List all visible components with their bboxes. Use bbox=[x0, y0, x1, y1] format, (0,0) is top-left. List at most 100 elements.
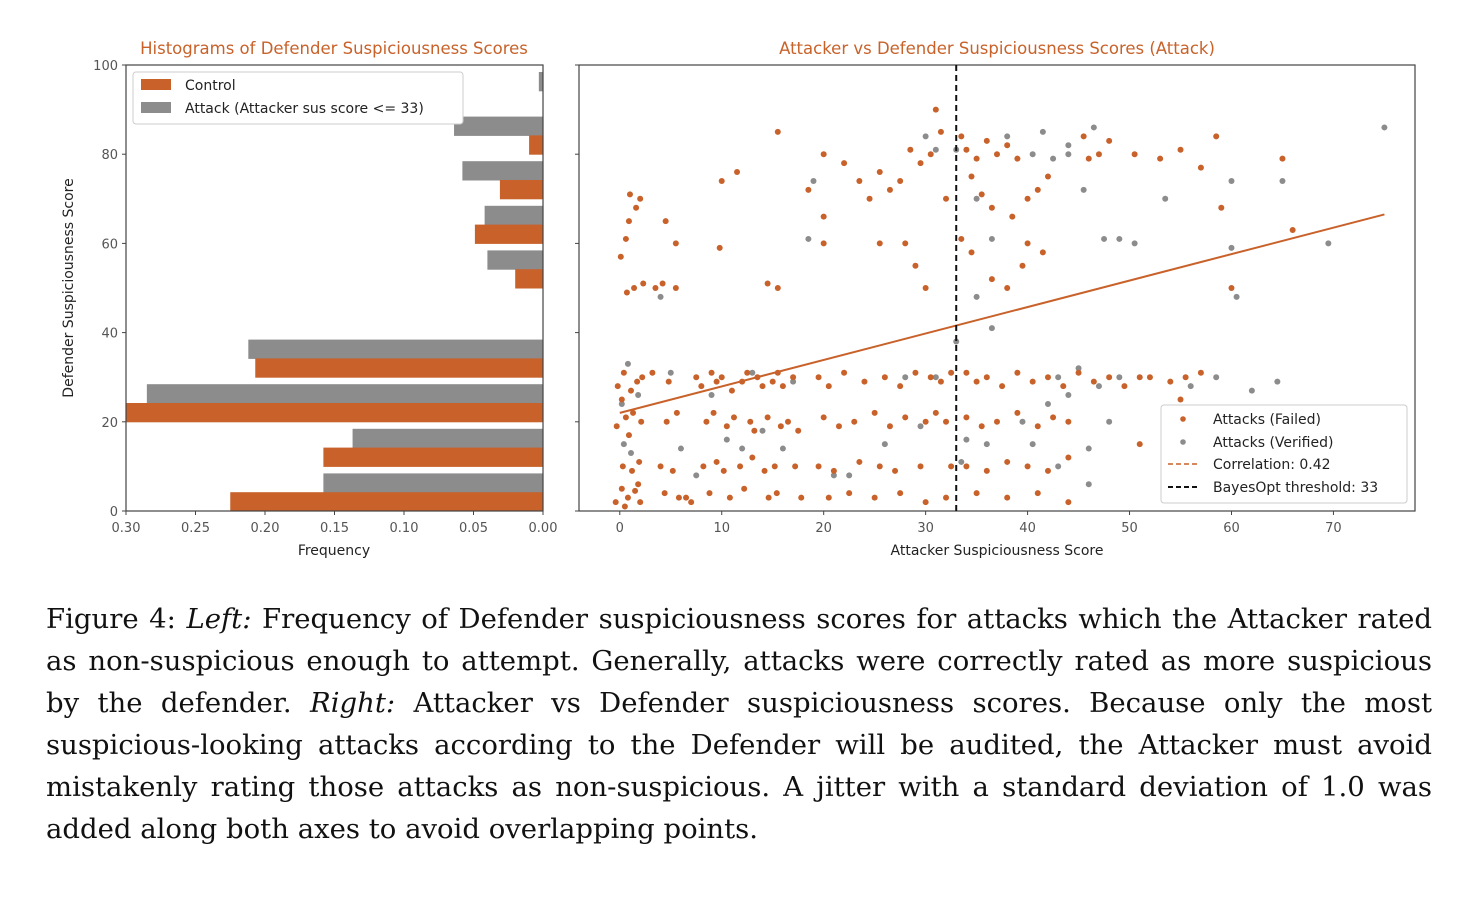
scatter-point-verified bbox=[963, 436, 970, 443]
scatter-point-failed bbox=[700, 463, 707, 470]
scatter-point-verified bbox=[1116, 374, 1123, 381]
scatter-point-verified bbox=[739, 445, 746, 452]
scatter-point-failed bbox=[774, 128, 781, 135]
histogram-bar-attack bbox=[146, 384, 543, 404]
scatter-point-verified bbox=[805, 235, 812, 242]
scatter-x-tick-label: 0 bbox=[616, 521, 624, 536]
scatter-point-failed bbox=[774, 285, 781, 291]
scatter-x-ticks: 0 10 20 30 40 50 60 70 bbox=[616, 511, 1342, 536]
scatter-point-failed bbox=[1024, 240, 1031, 247]
scatter-point-verified bbox=[749, 369, 756, 376]
scatter-point-verified bbox=[677, 445, 684, 452]
scatter-point-failed bbox=[769, 378, 776, 385]
scatter-point-verified bbox=[618, 400, 625, 407]
scatter-x-tick-label: 70 bbox=[1325, 521, 1342, 536]
scatter-point-failed bbox=[1060, 383, 1067, 390]
scatter-point-failed bbox=[1146, 374, 1153, 381]
scatter-point-failed bbox=[1177, 396, 1184, 403]
scatter-point-verified bbox=[1050, 155, 1057, 162]
scatter-point-failed bbox=[917, 463, 924, 470]
scatter-point-failed bbox=[1034, 490, 1041, 497]
histogram-y-tick-label: 60 bbox=[101, 237, 118, 252]
scatter-point-failed bbox=[897, 383, 904, 390]
scatter-point-failed bbox=[693, 374, 700, 381]
histogram-x-tick-label: 0.20 bbox=[251, 521, 280, 536]
scatter-point-verified bbox=[620, 441, 627, 448]
scatter-point-failed bbox=[795, 427, 802, 434]
legend-label-failed: Attacks (Failed) bbox=[1213, 412, 1321, 428]
scatter-point-failed bbox=[630, 409, 637, 416]
scatter-point-verified bbox=[1116, 235, 1123, 242]
scatter-point-failed bbox=[764, 280, 771, 287]
scatter-point-failed bbox=[659, 280, 666, 287]
scatter-point-failed bbox=[713, 458, 720, 465]
histogram-x-tick-label: 0.00 bbox=[529, 521, 558, 536]
scatter-point-failed bbox=[994, 151, 1000, 158]
scatter-point-failed bbox=[1177, 146, 1184, 153]
scatter-point-verified bbox=[1095, 383, 1102, 390]
scatter-point-failed bbox=[1213, 133, 1220, 140]
scatter-point-verified bbox=[723, 436, 730, 443]
scatter-point-failed bbox=[625, 432, 632, 439]
scatter-point-failed bbox=[1197, 369, 1204, 376]
figure-caption: Figure 4: Left: Frequency of Defender su… bbox=[46, 598, 1432, 850]
scatter-point-failed bbox=[958, 133, 965, 140]
scatter-point-failed bbox=[614, 383, 621, 390]
scatter-point-verified bbox=[1187, 383, 1194, 390]
scatter-point-failed bbox=[948, 463, 955, 470]
scatter-point-failed bbox=[983, 137, 990, 144]
scatter-point-verified bbox=[667, 369, 674, 376]
scatter-point-verified bbox=[846, 472, 853, 479]
scatter-point-failed bbox=[958, 235, 965, 242]
histogram-chart: Histograms of Defender Suspiciousness Sc… bbox=[61, 39, 557, 559]
scatter-point-verified bbox=[1106, 418, 1113, 425]
scatter-point-failed bbox=[629, 467, 636, 474]
scatter-point-failed bbox=[1014, 155, 1021, 162]
scatter-point-failed bbox=[708, 369, 715, 376]
scatter-point-verified bbox=[1279, 177, 1286, 184]
scatter-point-verified bbox=[917, 423, 924, 430]
scatter-point-verified bbox=[1075, 365, 1082, 372]
scatter-point-failed bbox=[1044, 467, 1051, 474]
scatter-point-failed bbox=[777, 423, 784, 430]
scatter-point-failed bbox=[912, 369, 919, 376]
scatter-point-failed bbox=[978, 191, 985, 198]
scatter-point-failed bbox=[963, 463, 970, 470]
scatter-point-failed bbox=[1197, 164, 1204, 171]
scatter-point-failed bbox=[792, 463, 799, 470]
scatter-x-tick-label: 40 bbox=[1019, 521, 1036, 536]
scatter-point-failed bbox=[1095, 151, 1102, 158]
scatter-point-failed bbox=[907, 146, 914, 153]
scatter-point-failed bbox=[988, 204, 995, 211]
scatter-point-failed bbox=[751, 427, 758, 434]
scatter-point-failed bbox=[1024, 195, 1031, 202]
scatter-point-verified bbox=[790, 378, 797, 385]
scatter-point-verified bbox=[1029, 151, 1036, 158]
histogram-y-tick-label: 0 bbox=[110, 505, 118, 520]
caption-prefix: Figure 4: bbox=[46, 603, 187, 635]
legend-label-verified: Attacks (Verified) bbox=[1213, 435, 1333, 451]
scatter-point-verified bbox=[693, 472, 700, 479]
scatter-point-failed bbox=[876, 463, 883, 470]
scatter-point-failed bbox=[943, 418, 950, 425]
scatter-point-failed bbox=[994, 418, 1000, 425]
scatter-point-failed bbox=[749, 454, 756, 461]
scatter-point-failed bbox=[703, 418, 710, 425]
histogram-bar-attack bbox=[323, 473, 543, 493]
scatter-point-failed bbox=[825, 383, 832, 390]
scatter-point-failed bbox=[897, 490, 904, 497]
scatter-point-failed bbox=[613, 423, 620, 430]
scatter-point-verified bbox=[922, 133, 929, 140]
scatter-point-failed bbox=[764, 414, 771, 421]
scatter-point-verified bbox=[1055, 374, 1062, 381]
scatter-point-failed bbox=[773, 490, 780, 497]
scatter-point-failed bbox=[672, 285, 679, 291]
scatter-point-failed bbox=[1034, 423, 1041, 430]
scatter-point-failed bbox=[618, 485, 625, 492]
scatter-point-failed bbox=[661, 490, 668, 497]
scatter-point-failed bbox=[785, 418, 791, 425]
histogram-bar-attack bbox=[352, 428, 543, 449]
histogram-bar-attack bbox=[484, 205, 543, 226]
scatter-point-failed bbox=[617, 253, 624, 260]
scatter-point-failed bbox=[623, 289, 630, 296]
